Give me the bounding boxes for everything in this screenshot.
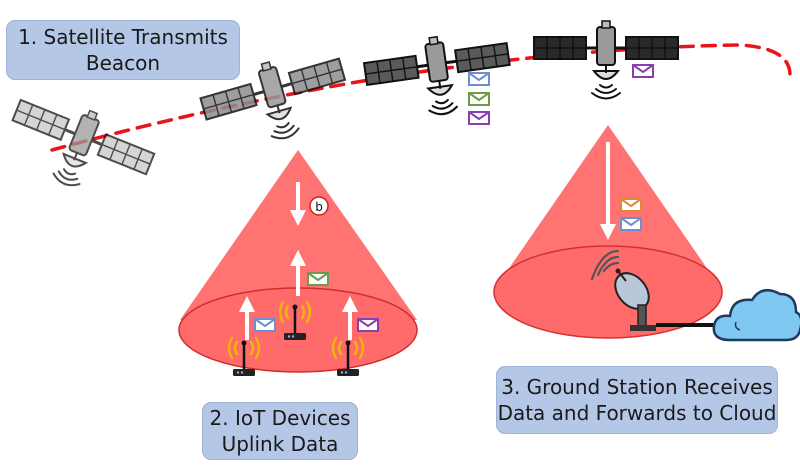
step3-line1: 3. Ground Station Receives bbox=[501, 375, 773, 399]
envelope-icon bbox=[468, 92, 490, 106]
step2-line1: 2. IoT Devices bbox=[209, 406, 351, 430]
envelope-icon bbox=[620, 198, 642, 212]
step3-label: 3. Ground Station Receives Data and Forw… bbox=[496, 366, 778, 434]
cloud-icon bbox=[712, 288, 800, 342]
beacon-marker: b bbox=[309, 196, 329, 216]
satellite-dish-icon bbox=[590, 249, 656, 331]
step1-line1: 1. Satellite Transmits bbox=[18, 25, 228, 49]
envelope-icon bbox=[254, 318, 276, 332]
step1-label: 1. Satellite Transmits Beacon bbox=[6, 20, 240, 80]
envelope-icon bbox=[468, 72, 490, 86]
beacon-marker-label: b bbox=[315, 200, 323, 214]
satellite-icon bbox=[532, 19, 680, 100]
envelope-icon bbox=[620, 217, 642, 231]
step3-line2: Data and Forwards to Cloud bbox=[497, 401, 777, 425]
envelope-icon bbox=[468, 111, 490, 125]
envelope-icon bbox=[307, 272, 329, 286]
envelope-icon bbox=[357, 318, 379, 332]
step2-label: 2. IoT Devices Uplink Data bbox=[202, 402, 358, 460]
envelope-icon bbox=[632, 64, 654, 78]
satellite-icon bbox=[360, 25, 517, 126]
step2-line2: Uplink Data bbox=[221, 432, 339, 456]
step1-line2: Beacon bbox=[85, 51, 161, 75]
satellite-icon bbox=[0, 83, 162, 213]
